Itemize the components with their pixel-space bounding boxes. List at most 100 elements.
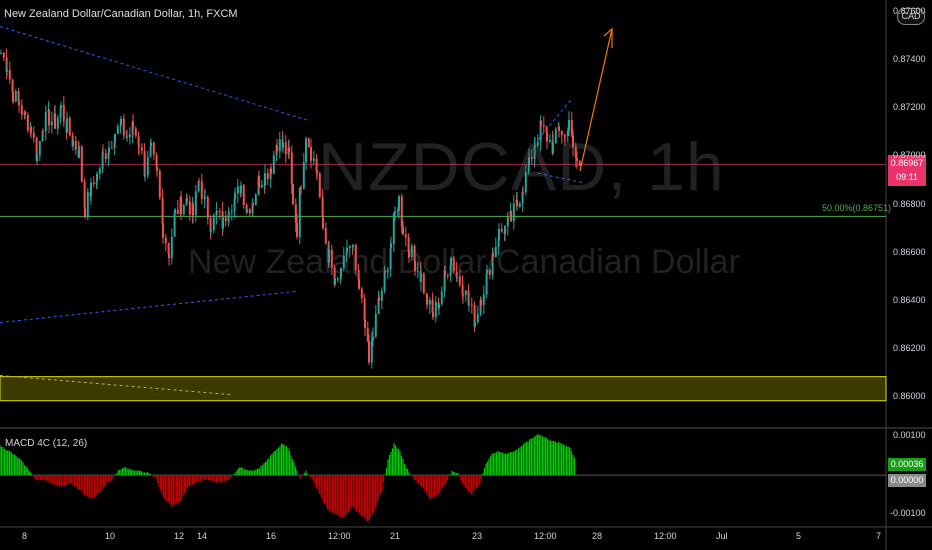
candle-body: [140, 147, 143, 151]
candle-body: [62, 104, 65, 122]
candle-body: [204, 196, 206, 198]
current-price-value: 0.86967: [890, 158, 924, 168]
candle-body: [404, 234, 407, 238]
macd-tick-label: 0.00100: [893, 429, 926, 440]
candle-body: [2, 53, 5, 58]
candle-body: [396, 210, 399, 212]
candle-body: [312, 158, 315, 161]
candle-body: [546, 132, 548, 142]
candle-body: [74, 141, 77, 150]
candle-body: [302, 161, 305, 189]
candle-body: [212, 215, 215, 231]
candle-body: [528, 157, 530, 166]
candle-body: [542, 125, 545, 127]
trendline-zone: [0, 374, 233, 396]
candle-body: [536, 141, 539, 146]
candle-body: [258, 176, 260, 188]
candle-body: [497, 239, 500, 247]
candle-body: [276, 145, 278, 152]
candle-body: [321, 197, 324, 217]
candle-body: [294, 204, 297, 223]
time-tick-label: 16: [266, 531, 277, 541]
candle-body: [398, 196, 400, 211]
candle-body: [390, 243, 392, 248]
candle-body: [364, 319, 366, 329]
candle-body: [491, 253, 494, 275]
price-tick-label: 0.86400: [893, 294, 926, 305]
candle-body: [288, 147, 290, 153]
candle-body: [422, 273, 425, 294]
candle-body: [12, 91, 14, 102]
candle-body: [518, 203, 521, 207]
wedge-lower: [537, 172, 585, 184]
candle-body: [516, 199, 518, 207]
candle-body: [197, 181, 200, 192]
chart-title: New Zealand Dollar/Canadian Dollar, 1h, …: [4, 8, 238, 20]
candle-body: [328, 249, 330, 263]
candle-body: [167, 243, 170, 254]
candle-body: [128, 133, 131, 138]
candle-body: [366, 328, 369, 342]
time-tick-label: 12:00: [328, 531, 351, 541]
candle-body: [230, 211, 233, 213]
candle-body: [240, 185, 242, 194]
price-tick-label: 0.87600: [893, 6, 926, 17]
candle-body: [378, 297, 380, 301]
time-tick-label: 21: [390, 531, 401, 541]
candle-body: [316, 170, 318, 174]
candle-body: [456, 276, 458, 278]
candle-body: [374, 313, 377, 337]
candle-body: [282, 142, 284, 148]
candle-body: [482, 294, 485, 306]
macd-tick-label: -0.00100: [890, 508, 926, 519]
currency-badge[interactable]: CAD: [897, 8, 925, 25]
candle-body: [216, 211, 218, 213]
candle-body: [300, 187, 302, 189]
candle-body: [42, 131, 44, 133]
candle-body: [574, 146, 577, 158]
candle-body: [468, 304, 470, 306]
time-tick-label: 28: [592, 531, 603, 541]
candle-body: [114, 134, 116, 143]
candle-body: [228, 212, 230, 215]
watermark-symbol: NZDCAD, 1h: [318, 129, 725, 205]
candle-body: [44, 112, 47, 132]
candle-body: [324, 228, 327, 244]
candle-body: [450, 257, 452, 266]
candle-body: [506, 216, 509, 227]
candle-body: [425, 293, 428, 295]
candle-body: [452, 257, 455, 272]
candle-body: [333, 267, 336, 285]
candle-body: [56, 117, 59, 129]
candle-body: [246, 209, 248, 213]
candle-body: [278, 139, 281, 152]
candle-body: [108, 147, 110, 153]
candle-body: [161, 197, 164, 225]
candle-body: [510, 211, 512, 222]
candle-body: [59, 108, 62, 118]
candle-body: [394, 211, 396, 214]
indicator-label[interactable]: MACD 4C (12, 26): [5, 438, 88, 449]
candle-body: [36, 155, 38, 162]
candle-body: [336, 278, 339, 280]
candle-body: [116, 126, 119, 135]
candle-body: [564, 135, 566, 137]
candle-body: [352, 244, 354, 247]
candle-body: [368, 341, 370, 363]
candle-body: [200, 181, 203, 199]
candle-body: [408, 250, 410, 258]
candle-body: [41, 131, 44, 141]
candle-body: [310, 146, 312, 161]
candle-body: [222, 217, 224, 229]
candle-body: [26, 114, 29, 131]
candle-body: [354, 244, 357, 270]
candle-body: [254, 194, 257, 205]
candle-body: [426, 294, 428, 305]
candle-body: [233, 199, 236, 212]
candle-body: [186, 198, 188, 201]
candle-body: [476, 314, 479, 322]
candle-body: [152, 142, 155, 155]
candle-body: [383, 271, 386, 291]
